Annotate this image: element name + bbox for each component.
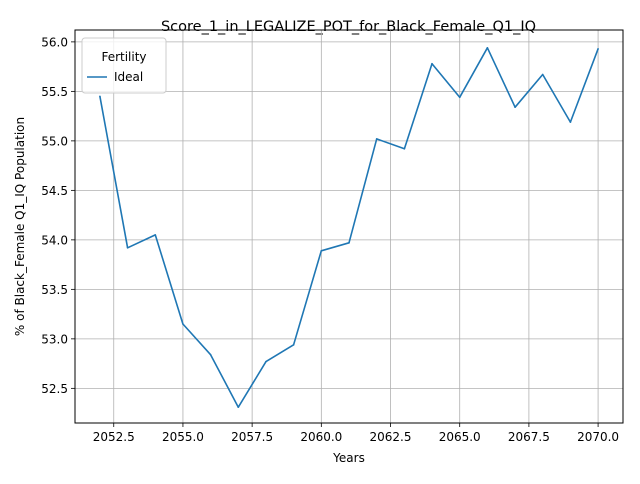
x-tick-label: 2070.0 [577, 430, 619, 444]
legend: Fertility Ideal [82, 38, 166, 93]
data-point [321, 250, 323, 252]
legend-title: Fertility [101, 50, 146, 64]
y-axis-label: % of Black_Female Q1_IQ Population [13, 117, 27, 336]
data-point [210, 354, 212, 356]
data-point [542, 74, 544, 76]
data-point [487, 47, 489, 49]
x-tick-label: 2062.5 [370, 430, 412, 444]
y-tick-label: 54.5 [41, 184, 68, 198]
x-tick-label: 2057.5 [231, 430, 273, 444]
data-point [154, 234, 156, 236]
legend-box [82, 38, 166, 93]
x-tick-label: 2060.0 [300, 430, 342, 444]
x-tick-label: 2055.0 [162, 430, 204, 444]
data-point [293, 344, 295, 346]
y-tick-label: 55.0 [41, 134, 68, 148]
y-tick-label: 53.0 [41, 332, 68, 346]
data-point [265, 361, 267, 363]
y-tick-label: 53.5 [41, 283, 68, 297]
data-point [237, 406, 239, 408]
data-point [570, 121, 572, 123]
y-tick-label: 52.5 [41, 382, 68, 396]
y-tick-label: 55.5 [41, 85, 68, 99]
data-point [431, 63, 433, 65]
x-axis-label: Years [332, 451, 365, 465]
data-point [182, 323, 184, 325]
data-point [459, 97, 461, 99]
data-point [99, 96, 101, 98]
data-point [514, 106, 516, 108]
x-tick-label: 2052.5 [93, 430, 135, 444]
x-tick-label: 2067.5 [508, 430, 550, 444]
data-point [127, 247, 129, 249]
y-tick-label: 56.0 [41, 35, 68, 49]
chart-title: Score_1_in_LEGALIZE_POT_for_Black_Female… [161, 19, 536, 35]
data-point [404, 148, 406, 150]
x-tick-label: 2065.0 [439, 430, 481, 444]
y-tick-label: 54.0 [41, 233, 68, 247]
data-point [597, 48, 599, 50]
data-point [348, 242, 350, 244]
legend-label-ideal: Ideal [114, 70, 143, 84]
data-point [376, 138, 378, 140]
